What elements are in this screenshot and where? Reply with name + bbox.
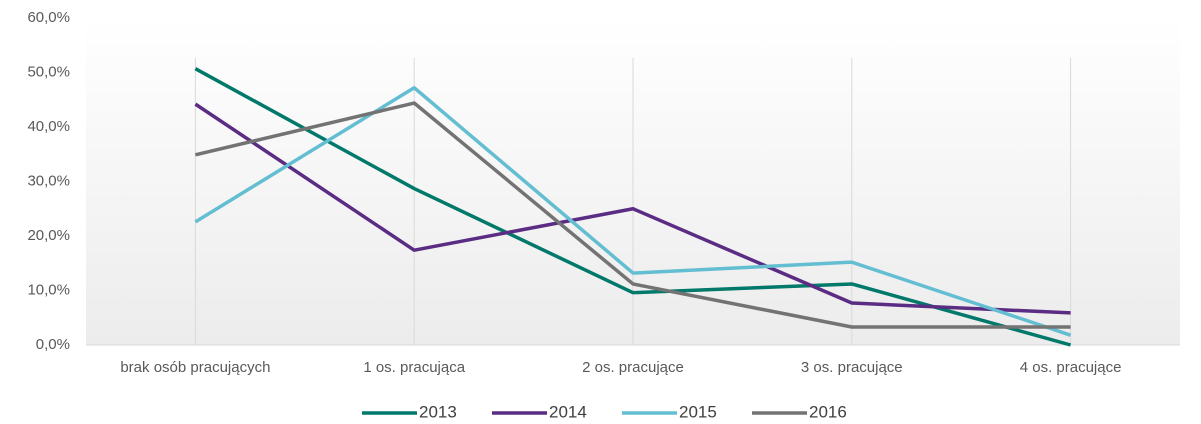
- legend: 2013 2014 2015 2016: [362, 402, 847, 421]
- legend-label: 2013: [419, 402, 457, 421]
- x-tick-label: 2 os. pracujące: [582, 359, 684, 376]
- y-tick-label: 60,0%: [27, 9, 70, 26]
- series-line: [194, 101, 1071, 329]
- series-line: [194, 102, 1071, 315]
- y-tick-label: 0,0%: [36, 336, 70, 353]
- x-tick-label: brak osób pracujących: [120, 359, 270, 376]
- legend-label: 2014: [549, 402, 587, 421]
- x-tick-label: 1 os. pracująca: [363, 359, 465, 376]
- series-line: [194, 86, 1072, 337]
- legend-label: 2015: [679, 402, 717, 421]
- y-tick-label: 20,0%: [27, 227, 70, 244]
- y-tick-label: 50,0%: [27, 63, 70, 80]
- x-tick-label: 3 os. pracujące: [801, 359, 903, 376]
- y-tick-label: 30,0%: [27, 172, 70, 189]
- y-tick-label: 40,0%: [27, 118, 70, 135]
- series-line: [194, 67, 1072, 347]
- x-tick-label: 4 os. pracujące: [1020, 359, 1122, 376]
- y-tick-label: 10,0%: [27, 281, 70, 298]
- legend-label: 2016: [809, 402, 847, 421]
